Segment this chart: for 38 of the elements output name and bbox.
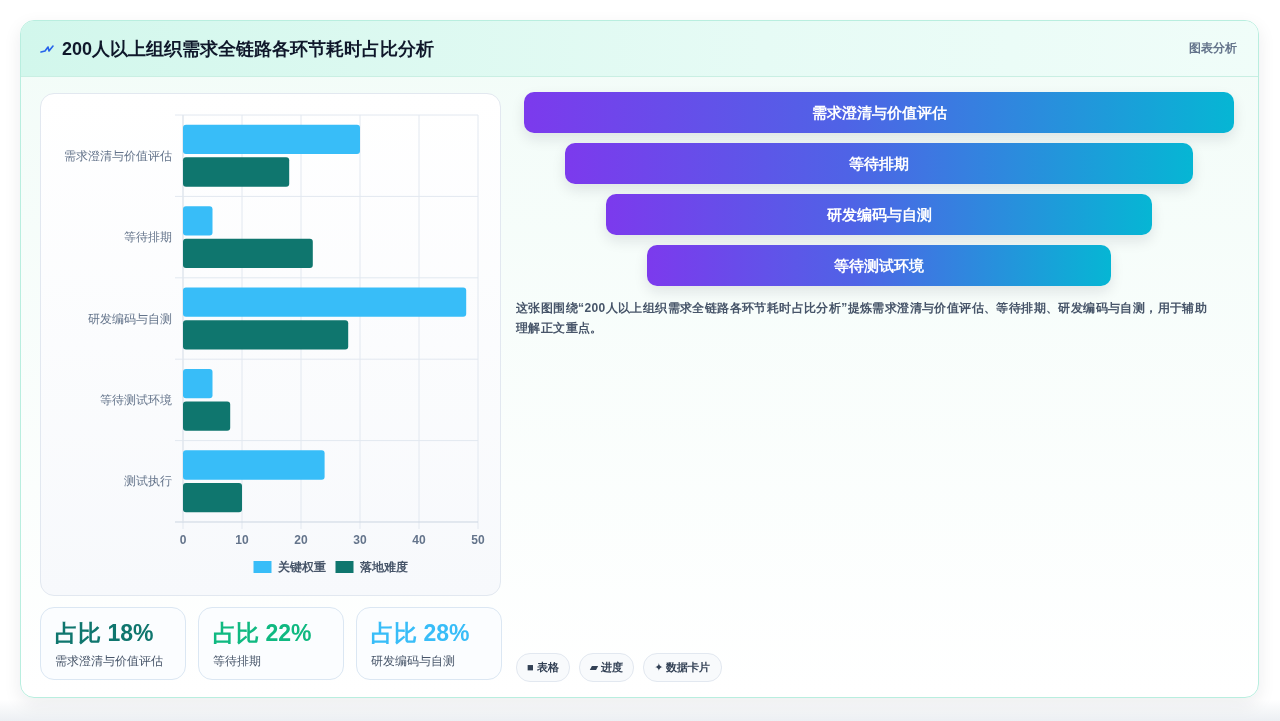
text: 占比 28% [371, 619, 470, 648]
x-tick-label: 0 [179, 533, 187, 547]
text: 图表分析 [1189, 40, 1237, 56]
x-tick-label: 50 [471, 533, 485, 547]
text: ▰ 进度 [578, 653, 635, 682]
chart-title: 200人以上组织需求全链路各环节耗时占比分析 [62, 38, 435, 61]
category-label: 等待测试环境 [647, 245, 1111, 286]
x-tick-label: 30 [353, 533, 367, 547]
y-tick-label: 等待排期 [124, 230, 172, 245]
text: 研发编码与自测 [371, 653, 455, 669]
bar [183, 320, 349, 350]
x-tick-label: 10 [235, 533, 249, 547]
category-label: 需求澄清与价值评估 [524, 92, 1234, 133]
category-label: 研发编码与自测 [606, 194, 1152, 235]
bar [183, 238, 313, 269]
text: ✦ 数据卡片 [643, 653, 722, 682]
legend-label: 落地难度 [358, 560, 408, 574]
legend-label: 关键权重 [276, 560, 326, 574]
text: ■ 表格 [516, 653, 570, 682]
text: 占比 18% [55, 619, 154, 648]
x-tick-label: 20 [294, 533, 308, 547]
y-tick-label: 需求澄清与价值评估 [64, 148, 172, 163]
y-tick-label: 测试执行 [124, 474, 172, 489]
bar [183, 482, 242, 513]
text: 这张图围绕“200人以上组织需求全链路各环节耗时占比分析”提炼需求澄清与价值评估、等待排期、研发编码与自测，用于辅助理解正文重点。 [516, 300, 1209, 337]
bar [183, 287, 467, 317]
text: 等待排期 [213, 653, 261, 669]
bar [183, 368, 213, 399]
y-tick-label: 研发编码与自测 [88, 311, 172, 326]
bar [183, 124, 360, 155]
bar [183, 157, 290, 187]
x-tick-label: 40 [412, 533, 426, 547]
bar [183, 450, 325, 480]
category-label: 等待排期 [565, 143, 1193, 184]
bar [183, 206, 213, 236]
y-tick-label: 等待测试环境 [100, 392, 172, 407]
text: 占比 22% [213, 619, 312, 648]
bar [183, 401, 231, 431]
